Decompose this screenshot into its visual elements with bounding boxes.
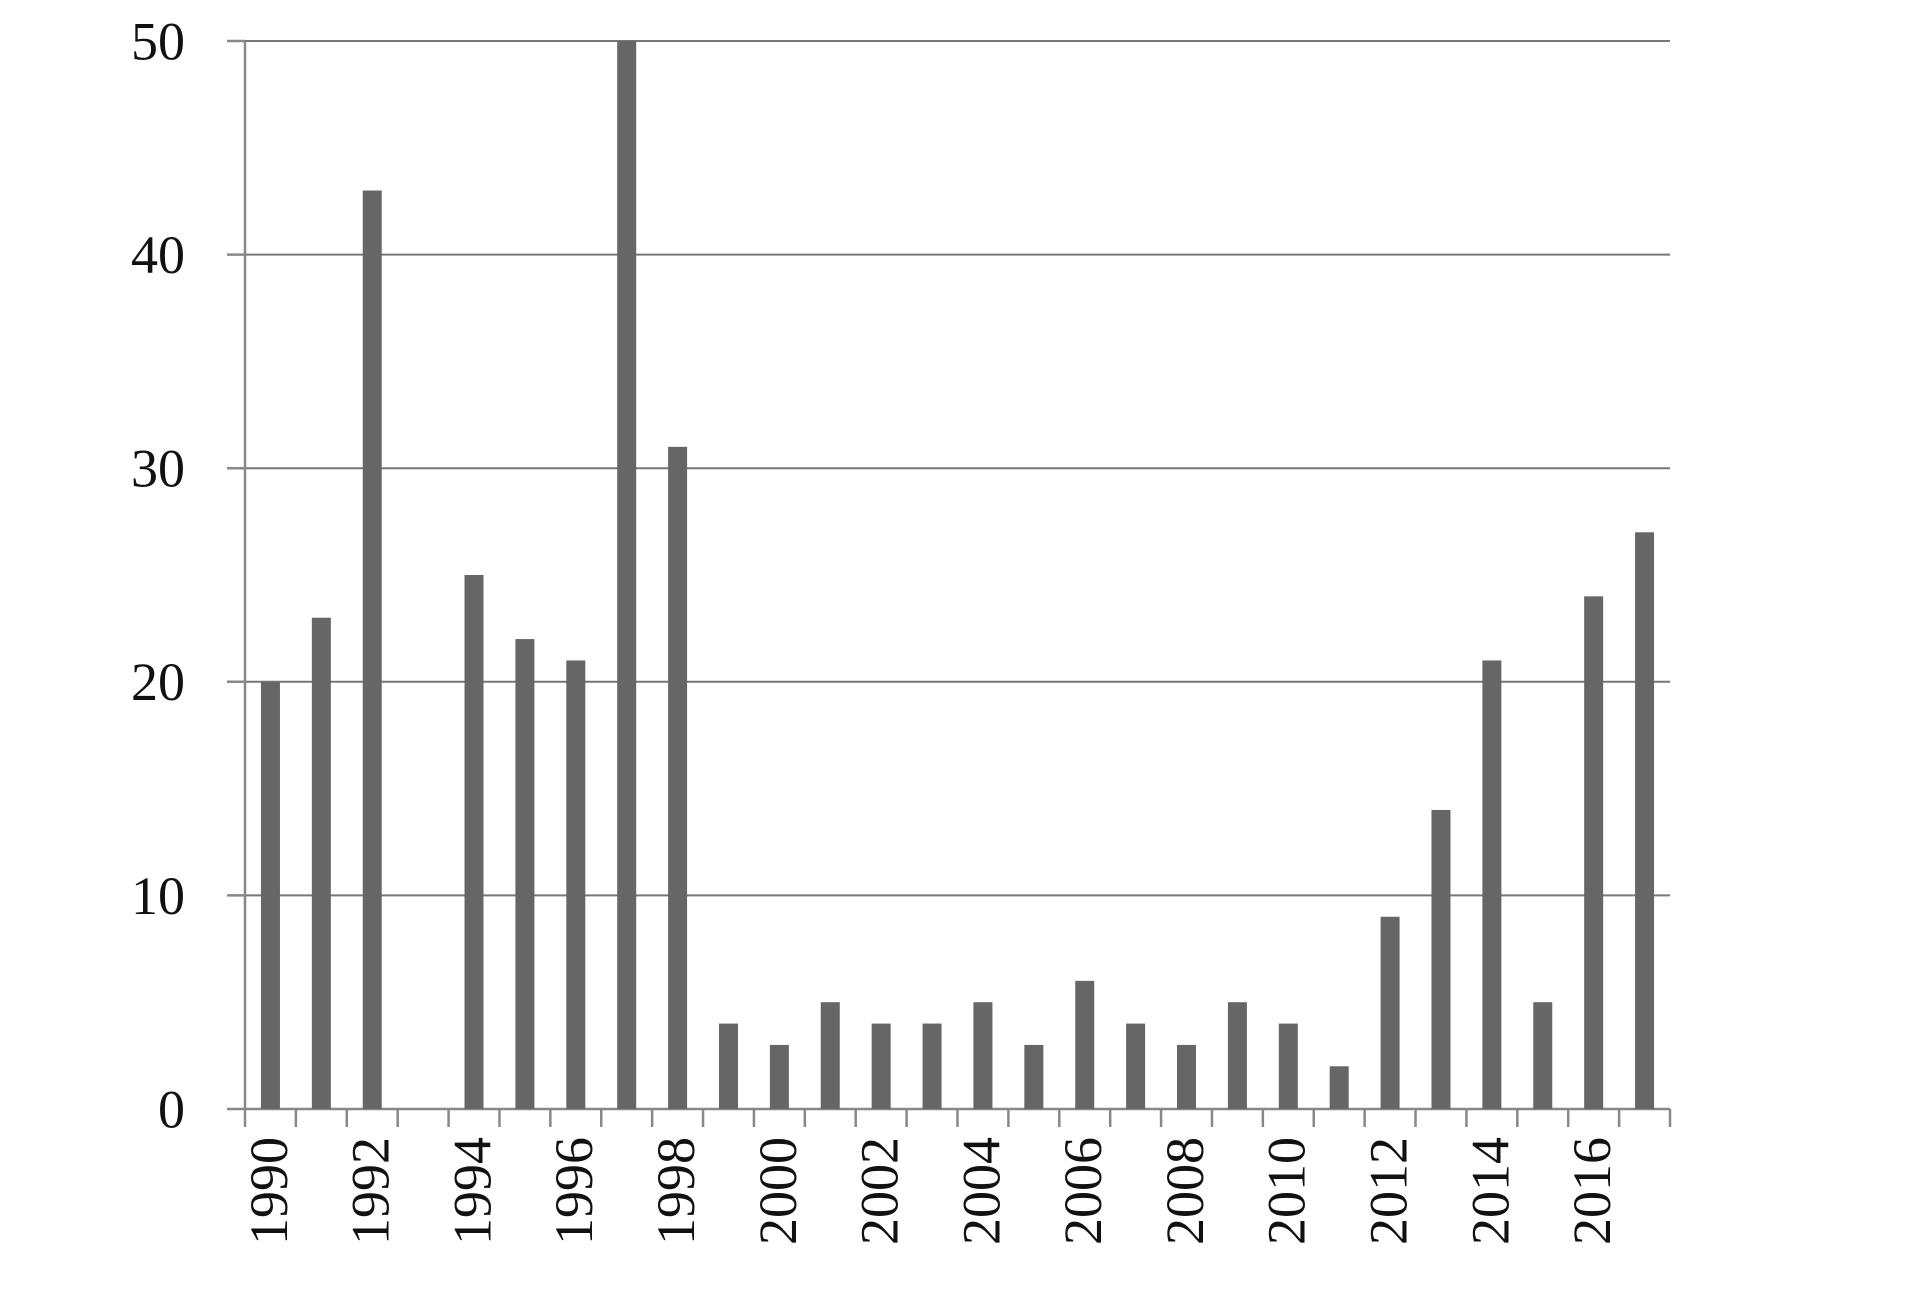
bar bbox=[718, 1023, 738, 1109]
bar bbox=[362, 190, 382, 1109]
y-tick-label: 50 bbox=[131, 11, 185, 71]
bar bbox=[1227, 1002, 1247, 1109]
x-tick-label: 1992 bbox=[341, 1137, 401, 1245]
bar bbox=[1635, 532, 1655, 1109]
bar bbox=[1126, 1023, 1146, 1109]
bar bbox=[922, 1023, 942, 1109]
bar bbox=[871, 1023, 891, 1109]
bar bbox=[617, 41, 637, 1109]
bar bbox=[973, 1002, 993, 1109]
y-tick-label: 0 bbox=[158, 1079, 185, 1139]
bar bbox=[260, 681, 280, 1109]
x-tick-label: 2016 bbox=[1562, 1137, 1622, 1245]
y-tick-label: 20 bbox=[131, 652, 185, 712]
bar bbox=[769, 1044, 789, 1109]
bar bbox=[1024, 1044, 1044, 1109]
bar bbox=[464, 575, 484, 1109]
bar bbox=[1533, 1002, 1553, 1109]
x-tick-label: 2002 bbox=[850, 1137, 910, 1245]
bar bbox=[1177, 1044, 1197, 1109]
bar bbox=[1380, 916, 1400, 1109]
bar bbox=[311, 617, 331, 1109]
x-tick-label: 1994 bbox=[442, 1137, 502, 1245]
x-tick-label: 1996 bbox=[544, 1137, 604, 1245]
y-tick-label: 10 bbox=[131, 866, 185, 926]
x-tick-label: 2012 bbox=[1358, 1137, 1418, 1245]
bar bbox=[566, 660, 586, 1109]
bar bbox=[1482, 660, 1502, 1109]
bar bbox=[1075, 980, 1095, 1109]
x-tick-label: 2004 bbox=[951, 1137, 1011, 1245]
x-tick-label: 1990 bbox=[239, 1137, 299, 1245]
bar bbox=[515, 639, 535, 1109]
x-tick-label: 2008 bbox=[1155, 1137, 1215, 1245]
x-tick-label: 2014 bbox=[1460, 1137, 1520, 1245]
x-tick-label: 1998 bbox=[646, 1137, 706, 1245]
bar bbox=[1431, 809, 1451, 1109]
x-tick-label: 2006 bbox=[1053, 1137, 1113, 1245]
bar bbox=[1329, 1066, 1349, 1109]
y-tick-label: 30 bbox=[131, 439, 185, 499]
bar bbox=[1278, 1023, 1298, 1109]
x-tick-label: 2010 bbox=[1257, 1137, 1317, 1245]
y-tick-label: 40 bbox=[131, 225, 185, 285]
bar bbox=[1584, 596, 1604, 1109]
bar bbox=[668, 446, 688, 1110]
x-tick-label: 2000 bbox=[748, 1137, 808, 1245]
bar bbox=[820, 1002, 840, 1109]
